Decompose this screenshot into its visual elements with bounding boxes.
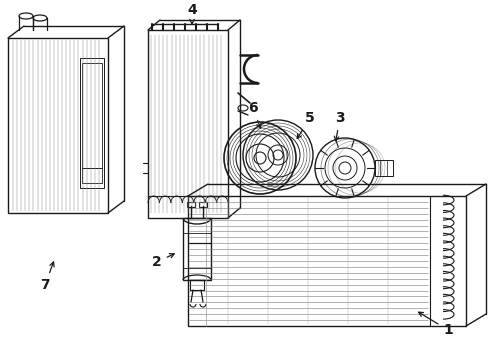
Bar	[82, 168, 102, 183]
Bar	[190, 280, 204, 290]
Bar	[82, 63, 102, 168]
Text: 5: 5	[297, 111, 315, 139]
Bar	[188, 196, 466, 326]
Bar	[375, 160, 393, 176]
Bar	[183, 218, 211, 280]
Text: 7: 7	[40, 262, 54, 292]
Text: 4: 4	[187, 3, 197, 24]
Text: 6: 6	[248, 101, 261, 128]
Bar	[187, 202, 195, 207]
Text: 3: 3	[334, 111, 345, 141]
Text: 1: 1	[418, 312, 453, 337]
Bar	[80, 58, 104, 188]
Text: 2: 2	[152, 254, 174, 269]
Bar	[148, 30, 228, 218]
Bar	[199, 202, 207, 207]
Bar	[8, 38, 108, 213]
